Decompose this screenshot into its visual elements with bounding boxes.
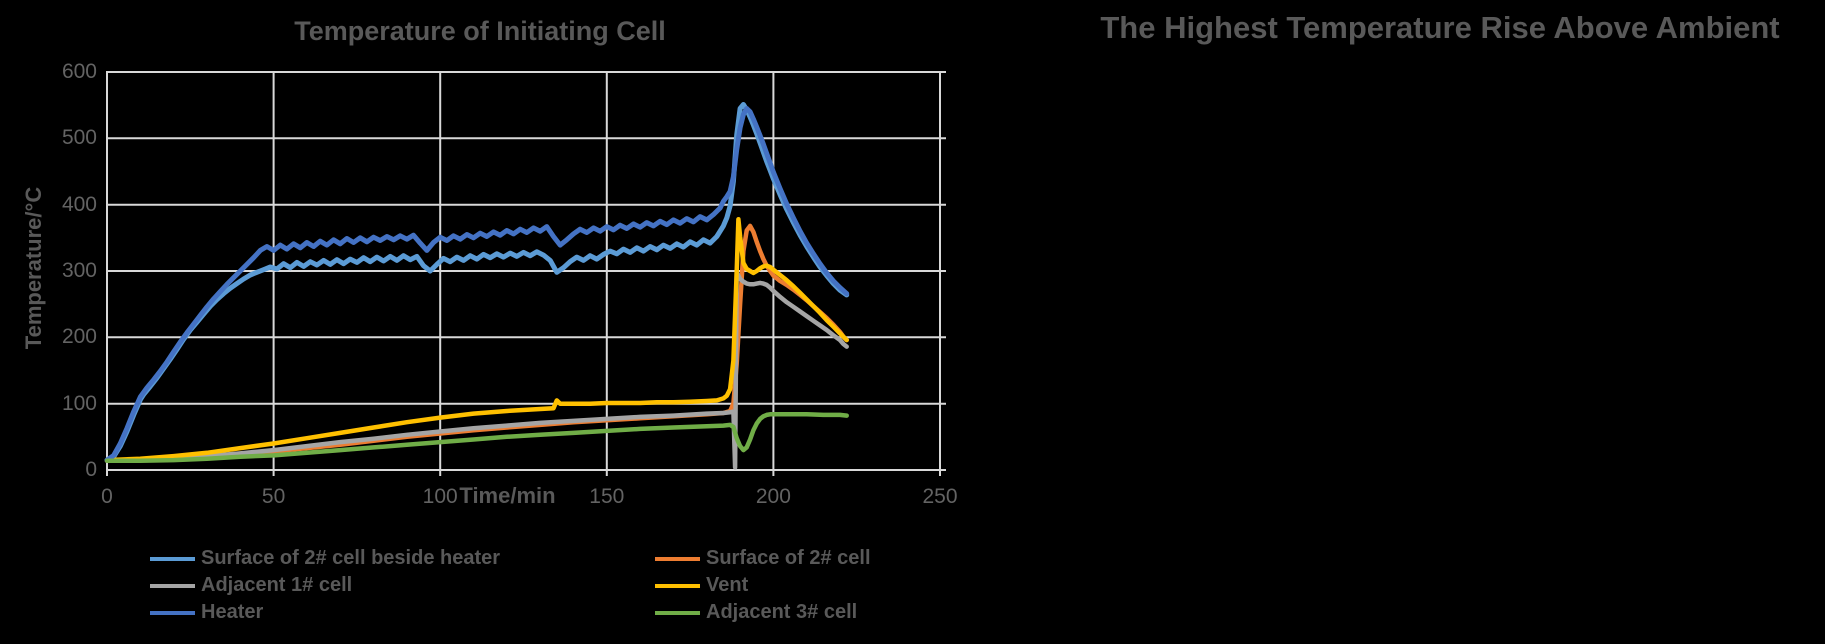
legend-swatch-icon [655,556,700,561]
plot-area [104,71,946,476]
y-tick-label-400: 400 [61,192,97,216]
legend-swatch-icon [655,610,700,615]
legend-item-heater: Heater [150,601,655,624]
chart-title: Temperature of Initiating Cell [294,16,666,46]
legend-item-surface-of-2-cell: Surface of 2# cell [655,547,1085,570]
x-tick-label-200: 200 [755,485,791,508]
legend-swatch-icon [655,583,700,588]
legend-item-adjacent-3-cell: Adjacent 3# cell [655,601,1085,624]
x-axis-title: Time/min [459,483,556,508]
legend-label: Adjacent 1# cell [201,574,353,596]
legend-item-adjacent-1-cell: Adjacent 1# cell [150,574,655,597]
x-tick-label-250: 250 [922,485,958,508]
legend-swatch-icon [150,583,195,588]
chart-legend: Surface of 2# cell beside heater Surface … [150,545,1085,626]
legend-label: Heater [201,601,264,623]
legend-label: Vent [706,574,749,596]
x-tick-label-150: 150 [589,485,625,508]
plot-border [106,71,941,471]
legend-item-vent: Vent [655,574,1085,597]
x-tick-label-100: 100 [422,485,458,508]
y-tick-label-0: 0 [85,458,97,481]
y-tick-label-300: 300 [61,259,97,282]
y-tick-label-600: 600 [61,60,97,83]
series-line-vent [104,217,849,463]
y-tick-label-200: 200 [61,325,97,349]
series-line-heater [104,106,850,463]
series-line-surface-of-2-cell-beside-heater [104,102,850,463]
x-tick-label-50: 50 [261,485,286,508]
legend-label: Surface of 2# cell beside heater [201,547,501,569]
series-line-adjacent-3-cell [104,412,849,463]
x-tick-label-0: 0 [101,485,113,508]
y-tick-label-500: 500 [61,126,97,150]
right-chart-title: The Highest Temperature Rise Above Ambie… [1100,10,1780,45]
legend-swatch-icon [150,610,195,615]
legend-label: Surface of 2# cell [706,547,871,569]
legend-label: Adjacent 3# cell [706,601,858,623]
legend-swatch-icon [150,556,195,561]
legend-item-surface-of-2-cell-beside-heater: Surface of 2# cell beside heater [150,547,655,570]
y-tick-label-100: 100 [61,391,97,415]
